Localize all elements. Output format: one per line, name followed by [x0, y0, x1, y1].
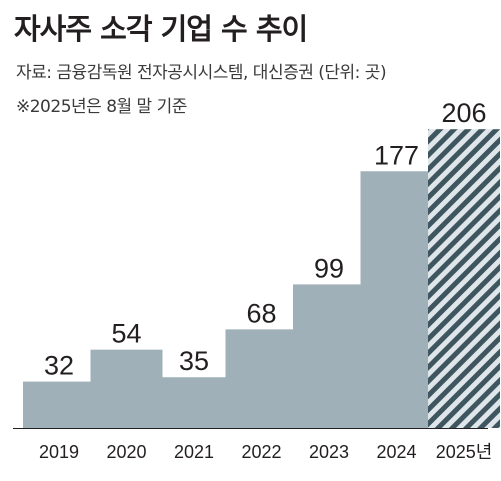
- x-tick-2023: 2023: [309, 442, 349, 462]
- x-tick-2024: 2024: [376, 442, 416, 462]
- value-label-2024: 177: [374, 140, 419, 170]
- chart-title: 자사주 소각 기업 수 추이: [14, 12, 308, 46]
- value-label-2023: 99: [314, 253, 344, 283]
- value-label-2025년: 206: [441, 98, 486, 128]
- value-label-2019: 32: [44, 351, 74, 381]
- x-tick-2022: 2022: [241, 442, 281, 462]
- bar-2025년: [428, 129, 500, 428]
- bar-2022: [225, 329, 298, 428]
- value-label-2022: 68: [246, 298, 276, 328]
- x-tick-2019: 2019: [39, 442, 79, 462]
- chart-note: ※2025년은 8월 말 기준: [16, 97, 187, 117]
- bars-group: 32 2019 54 2020 35 2021 68 2022 99 2023 177 2024 206…: [23, 98, 500, 462]
- bar-2021: [158, 377, 230, 428]
- value-label-2021: 35: [179, 346, 209, 376]
- chart-source: 자료: 금융감독원 전자공시시스템, 대신증권 (단위: 곳): [16, 63, 387, 83]
- x-tick-2020: 2020: [106, 442, 146, 462]
- value-label-2020: 54: [111, 319, 141, 349]
- bar-2023: [293, 284, 365, 428]
- bar-2019: [23, 381, 95, 428]
- x-tick-2025년: 2025년: [436, 442, 493, 462]
- x-tick-2021: 2021: [174, 442, 214, 462]
- bar-2020: [90, 349, 163, 428]
- bar-2024: [360, 171, 433, 428]
